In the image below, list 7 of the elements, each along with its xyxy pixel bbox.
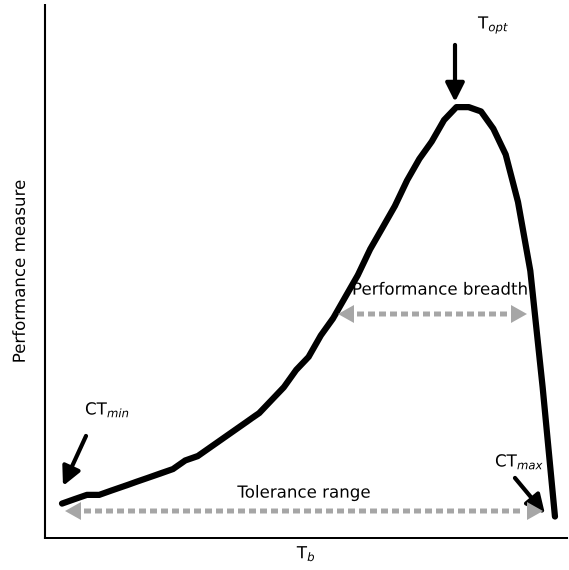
annotation: Tolerance range [237,484,370,502]
annotation: CT$_{min}$ [86,402,128,418]
text: T$_{opt}$ [478,16,508,34]
x-axis-title: T$_{b}$ [296,546,314,562]
annotation: CT$_{max}$ [496,454,542,470]
y-axis-title: Performance measure [12,180,26,362]
annotation: Performance breadth [354,282,527,295]
